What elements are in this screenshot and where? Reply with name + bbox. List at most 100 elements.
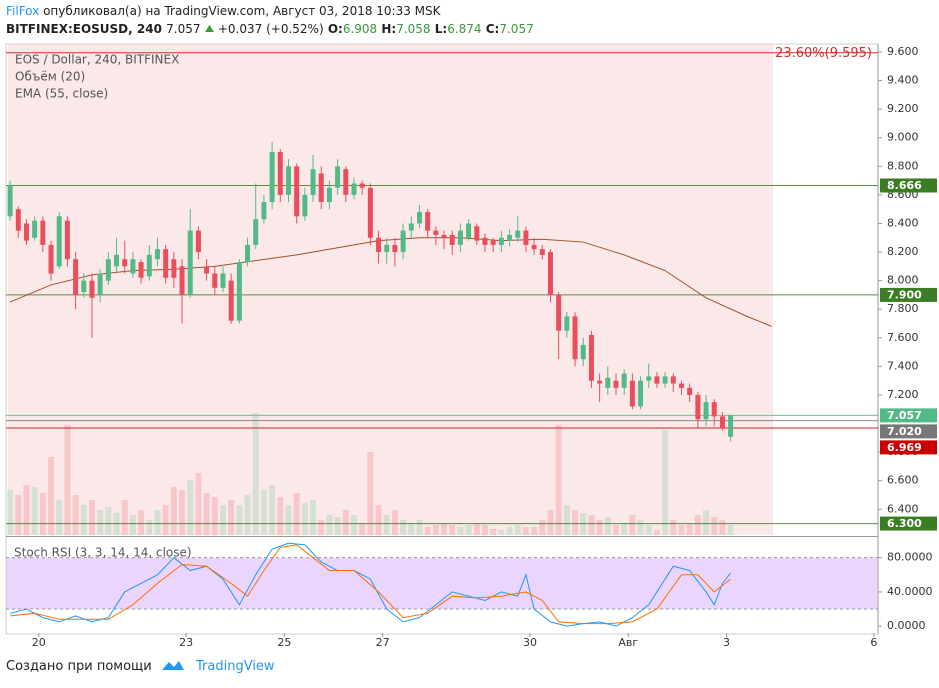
volume-bar — [645, 525, 652, 535]
y-tick-label: 7.800 — [887, 302, 919, 315]
y-tick-label: 7.400 — [887, 359, 919, 372]
candle-body — [310, 169, 316, 195]
volume-bar — [211, 497, 218, 535]
volume-bar — [449, 525, 456, 535]
publisher[interactable]: FilFox — [6, 4, 40, 18]
candle-body — [728, 415, 734, 437]
candle-body — [130, 259, 136, 274]
level-label-box — [880, 424, 937, 439]
volume-bar — [432, 525, 439, 535]
volume-bar — [23, 485, 30, 535]
volume-bar — [441, 523, 448, 535]
candle-body — [138, 262, 144, 278]
change: +0.037 (+0.52%) — [217, 22, 324, 36]
h-label: H: — [381, 22, 397, 36]
candle-body — [523, 230, 529, 245]
x-tick-label: Авг — [618, 636, 638, 649]
volume-bar — [219, 505, 226, 535]
volume-bar — [703, 510, 710, 535]
candle-body — [40, 220, 46, 245]
candle-body — [122, 259, 128, 267]
l-label: L: — [434, 22, 448, 36]
x-tick-label: 20 — [32, 636, 46, 649]
candle-body — [400, 230, 406, 253]
volume-bar — [506, 527, 513, 535]
candle-body — [678, 383, 684, 388]
volume-bar — [555, 425, 562, 535]
volume-bar — [563, 505, 570, 535]
h-value: 7.058 — [396, 22, 431, 36]
candle-body — [294, 166, 300, 217]
volume-bar — [367, 452, 374, 535]
volume-bar — [547, 510, 554, 535]
y-tick-label: 9.400 — [887, 74, 919, 87]
candle-body — [32, 220, 38, 238]
candle-body — [457, 230, 463, 245]
candle-body — [285, 166, 291, 195]
symbol: BITFINEX:EOSUSD, 240 — [6, 22, 162, 36]
candle-body — [146, 254, 152, 277]
symbol-line: BITFINEX:EOSUSD, 240 7.057 +0.037 (+0.52… — [6, 22, 534, 36]
volume-bar — [596, 520, 603, 535]
volume-bar — [481, 525, 488, 535]
range-highlight — [8, 44, 773, 535]
y-tick-label: 7.200 — [887, 388, 919, 401]
volume-bar — [686, 523, 693, 535]
candle-body — [605, 377, 611, 388]
volume-bar — [162, 505, 169, 535]
y-tick-label: 9.600 — [887, 45, 919, 58]
candle-body — [474, 226, 480, 241]
x-tick-label: 6 — [870, 636, 877, 649]
candle-body — [105, 259, 111, 281]
candle-body — [425, 212, 431, 231]
volume-bar — [195, 473, 202, 535]
volume-bar — [662, 430, 669, 535]
level-label-box — [880, 287, 937, 302]
volume-bar — [203, 493, 210, 535]
candle-body — [245, 244, 251, 263]
volume-bar — [80, 505, 87, 535]
y-tick-label: 80.0000 — [887, 551, 933, 564]
candle-body — [433, 230, 439, 235]
volume-bar — [342, 510, 349, 535]
candle-body — [449, 234, 455, 245]
y-tick-label: 8.400 — [887, 216, 919, 229]
x-tick-label: 25 — [277, 636, 291, 649]
chart: EOS / Dollar, 240, BITFINEX Объём (20) E… — [5, 43, 937, 649]
candle-body — [7, 184, 13, 217]
candle-body — [97, 273, 103, 295]
candle-body — [367, 187, 373, 238]
volume-bar — [285, 505, 292, 535]
footer-text: Создано при помощи — [6, 659, 152, 674]
candle-body — [662, 376, 668, 384]
volume-bar — [531, 527, 538, 535]
candle-body — [498, 237, 504, 245]
stoch-title: Stoch RSI (3, 3, 14, 14, close) — [14, 546, 192, 560]
candle-body — [621, 373, 627, 388]
footer-brand[interactable]: TradingView — [196, 659, 275, 674]
up-arrow — [204, 25, 214, 32]
level-label: 8.666 — [887, 179, 922, 192]
level-label: 6.300 — [887, 517, 922, 530]
volume-bar — [146, 520, 153, 535]
candle-body — [466, 223, 472, 238]
volume-bar — [260, 490, 267, 535]
volume-bar — [228, 500, 235, 535]
volume-bar — [138, 510, 145, 535]
candle-body — [171, 259, 177, 278]
volume-bar — [277, 497, 284, 535]
volume-bar — [121, 500, 128, 535]
x-tick-label: 30 — [523, 636, 537, 649]
volume-bar — [187, 480, 194, 535]
candle-body — [154, 249, 160, 260]
volume-bar — [539, 520, 546, 535]
candle-body — [302, 194, 308, 217]
volume-bar — [588, 515, 595, 535]
candle-body — [547, 252, 553, 295]
candle-body — [195, 230, 201, 253]
legend-symbol: EOS / Dollar, 240, BITFINEX — [15, 53, 179, 67]
candle-body — [376, 237, 382, 253]
stoch-line — [10, 544, 731, 625]
candle-body — [507, 234, 513, 241]
